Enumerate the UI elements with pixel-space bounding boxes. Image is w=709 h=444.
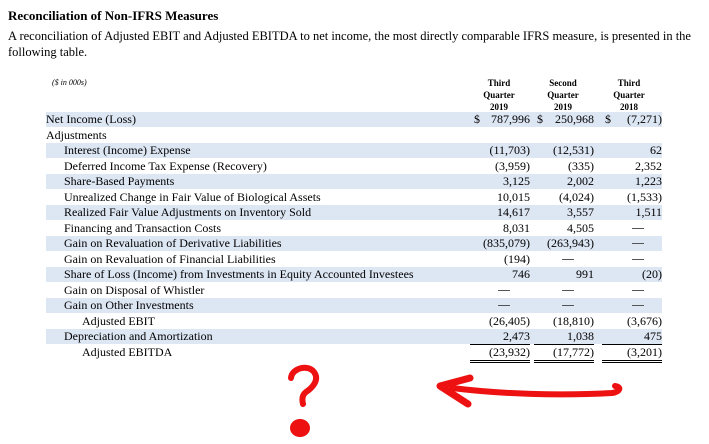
table-row: Depreciation and Amortization 2,473 1,038 4… <box>46 329 662 345</box>
row-label: Net Income (Loss) <box>46 112 136 126</box>
empty-value-dash <box>562 258 574 260</box>
row-value: (3,201) <box>602 345 662 363</box>
table-row: Gain on Disposal of Whistler <box>46 283 662 298</box>
row-value: (835,079) <box>483 236 530 250</box>
row-value: 2,473 <box>470 329 530 345</box>
row-value: 1,223 <box>635 174 662 188</box>
row-value: 3,557 <box>567 205 594 219</box>
row-value: 787,996 <box>491 112 530 126</box>
row-value: 8,031 <box>503 220 530 235</box>
row-label: Share-Based Payments <box>64 174 175 188</box>
row-label: Interest (Income) Expense <box>64 143 191 157</box>
row-label: Realized Fair Value Adjustments on Inven… <box>64 205 312 219</box>
row-value: 2,352 <box>635 158 662 173</box>
empty-value-dash <box>498 305 510 306</box>
table-row: Net Income (Loss) 787,996 250,968 (7,271) $ $… <box>46 112 662 127</box>
row-label: Gain on Revaluation of Derivative Liabil… <box>64 236 282 250</box>
table-row: Share-Based Payments 3,125 2,002 1,223 <box>46 174 662 189</box>
empty-value-dash <box>498 289 510 291</box>
question-mark-icon <box>288 364 320 437</box>
empty-value-dash <box>562 305 574 306</box>
row-value: (12,531) <box>553 143 594 157</box>
row-value: 1,511 <box>635 205 662 219</box>
table-row: Gain on Revaluation of Derivative Liabil… <box>46 236 662 251</box>
row-value: (17,772) <box>534 345 594 363</box>
table-row: Adjusted EBITDA (23,932) (17,772) (3,201) <box>46 344 662 363</box>
empty-value-dash <box>562 289 574 291</box>
row-value: (335) <box>568 158 594 173</box>
row-label: Gain on Disposal of Whistler <box>64 282 205 297</box>
row-label: Adjusted EBIT <box>82 313 155 328</box>
row-label: Gain on Revaluation of Financial Liabili… <box>64 251 276 266</box>
row-value: (18,810) <box>553 313 594 328</box>
row-value: 14,617 <box>497 205 530 219</box>
row-value: (194) <box>504 251 530 266</box>
table-row: Gain on Revaluation of Financial Liabili… <box>46 252 662 267</box>
section-title: Reconciliation of Non-IFRS Measures <box>8 8 219 23</box>
table-row: Interest (Income) Expense (11,703) (12,531… <box>46 143 662 158</box>
row-label: Unrealized Change in Fair Value of Biolo… <box>64 189 321 204</box>
empty-value-dash <box>632 289 644 291</box>
row-label: Financing and Transaction Costs <box>64 220 222 235</box>
row-value: 2,002 <box>567 174 594 188</box>
table-row: Unrealized Change in Fair Value of Biolo… <box>46 190 662 205</box>
empty-value-dash <box>632 243 644 244</box>
table-row: Share of Loss (Income) from Investments … <box>46 267 662 282</box>
row-value: (7,271) <box>627 112 662 126</box>
row-value: 250,968 <box>555 112 594 126</box>
row-value: (23,932) <box>470 345 530 363</box>
row-value: (1,533) <box>627 189 662 204</box>
row-label: Adjustments <box>46 127 107 142</box>
row-value: 991 <box>576 267 594 281</box>
table-row: Adjustments <box>46 128 662 143</box>
row-value: (3,959) <box>495 158 530 173</box>
empty-value-dash <box>632 227 644 229</box>
row-label: Adjusted EBITDA <box>82 344 173 359</box>
empty-value-dash <box>632 305 644 306</box>
units-note: ($ in 000s) <box>52 78 87 87</box>
table-row: Adjusted EBIT (26,405) (18,810) (3,676) <box>46 314 662 329</box>
row-value: 10,015 <box>497 189 530 204</box>
row-value: 746 <box>512 267 530 281</box>
row-value: 475 <box>602 329 662 345</box>
table-row: Deferred Income Tax Expense (Recovery) (3… <box>46 159 662 174</box>
table-row: Gain on Other Investments <box>46 298 662 313</box>
row-value: (3,676) <box>627 313 662 328</box>
row-value: (263,943) <box>547 236 594 250</box>
intro-paragraph: A reconciliation of Adjusted EBIT and Ad… <box>8 29 691 59</box>
row-label: Share of Loss (Income) from Investments … <box>64 267 414 281</box>
empty-value-dash <box>632 258 644 260</box>
row-value: 4,505 <box>567 220 594 235</box>
row-value: 1,038 <box>534 329 594 345</box>
row-value: (11,703) <box>489 143 530 157</box>
dollar-sign: $ <box>605 112 611 126</box>
left-arrow-icon <box>436 374 623 408</box>
table-row: Financing and Transaction Costs 8,031 4,50… <box>46 221 662 236</box>
row-label: Deferred Income Tax Expense (Recovery) <box>64 158 267 173</box>
row-value: (20) <box>642 267 662 281</box>
row-label: Gain on Other Investments <box>64 298 194 312</box>
row-label: Depreciation and Amortization <box>64 329 213 343</box>
table-row: Realized Fair Value Adjustments on Inven… <box>46 205 662 220</box>
row-value: 3,125 <box>503 174 530 188</box>
row-value: (4,024) <box>559 189 594 204</box>
row-value: 62 <box>650 143 662 157</box>
dollar-sign: $ <box>537 112 543 126</box>
row-value: (26,405) <box>489 313 530 328</box>
dollar-sign: $ <box>474 112 480 126</box>
